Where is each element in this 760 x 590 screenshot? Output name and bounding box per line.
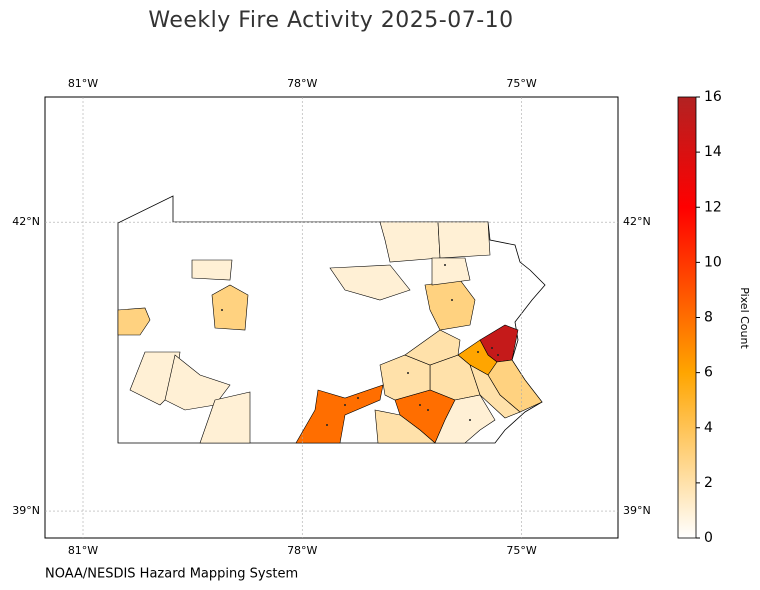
fire-point xyxy=(419,404,421,406)
fire-point xyxy=(497,354,499,356)
colorbar-tick-label: 8 xyxy=(704,310,713,326)
fire-point xyxy=(344,404,346,406)
fire-point xyxy=(427,409,429,411)
county xyxy=(374,409,436,444)
county xyxy=(379,221,441,263)
x-tick-label: 81°W xyxy=(68,544,98,557)
map xyxy=(117,195,546,444)
x-tick-label: 81°W xyxy=(68,77,98,90)
y-tick-label: 42°N xyxy=(623,215,651,228)
x-tick-label: 78°W xyxy=(287,544,317,557)
county xyxy=(437,221,491,259)
x-tick-label: 78°W xyxy=(287,77,317,90)
y-tick-label: 39°N xyxy=(12,504,40,517)
colorbar-tick-label: 16 xyxy=(704,89,722,105)
county xyxy=(191,259,233,281)
fire-point xyxy=(357,397,359,399)
colorbar-tick-label: 12 xyxy=(704,199,722,215)
county xyxy=(295,384,384,444)
county xyxy=(434,394,496,444)
colorbar xyxy=(677,96,697,539)
colorbar-tick-label: 4 xyxy=(704,420,713,436)
fire-point xyxy=(407,372,409,374)
fire-point xyxy=(477,351,479,353)
chart-title: Weekly Fire Activity 2025-07-10 xyxy=(148,8,513,33)
map-frame xyxy=(44,96,619,539)
county xyxy=(199,391,251,444)
county xyxy=(211,284,249,331)
county xyxy=(404,329,461,366)
fire-point xyxy=(221,309,223,311)
y-tick-label: 42°N xyxy=(12,215,40,228)
county xyxy=(431,257,471,286)
colorbar-tick-label: 0 xyxy=(704,530,713,546)
fire-point xyxy=(469,419,471,421)
colorbar-tick-label: 6 xyxy=(704,365,713,381)
fire-point xyxy=(451,299,453,301)
source-note: NOAA/NESDIS Hazard Mapping System xyxy=(45,567,298,582)
x-tick-label: 75°W xyxy=(506,544,536,557)
x-tick-label: 75°W xyxy=(506,77,536,90)
county xyxy=(329,264,411,301)
colorbar-tick-label: 10 xyxy=(704,254,722,270)
fire-point xyxy=(444,264,446,266)
county xyxy=(117,307,151,336)
y-tick-label: 39°N xyxy=(623,504,651,517)
colorbar-label: Pixel Count xyxy=(738,287,751,349)
fire-point xyxy=(491,347,493,349)
fire-point xyxy=(326,424,328,426)
colorbar-tick-label: 2 xyxy=(704,475,713,491)
colorbar-tick-label: 14 xyxy=(704,144,722,160)
